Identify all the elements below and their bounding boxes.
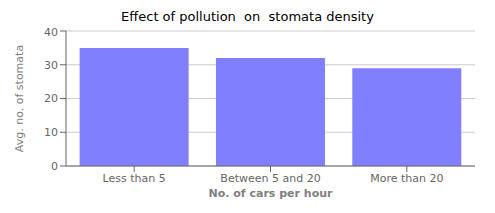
- svg-text:40: 40: [44, 26, 58, 39]
- svg-text:20: 20: [44, 92, 58, 105]
- svg-text:0: 0: [51, 160, 58, 173]
- svg-text:More than 20: More than 20: [370, 172, 443, 185]
- svg-text:30: 30: [44, 59, 58, 72]
- html-text:Effect of pollution on stomata: Effect of pollution on stomata density: [121, 9, 374, 24]
- svg-text:Between 5 and 20: Between 5 and 20: [220, 172, 320, 185]
- svg-text:Less than 5: Less than 5: [103, 172, 166, 185]
- svg-text:Avg. no. of stomata: Avg. no. of stomata: [13, 45, 26, 152]
- svg-text:No. of cars per hour: No. of cars per hour: [209, 187, 333, 200]
- svg-text:10: 10: [44, 126, 58, 139]
